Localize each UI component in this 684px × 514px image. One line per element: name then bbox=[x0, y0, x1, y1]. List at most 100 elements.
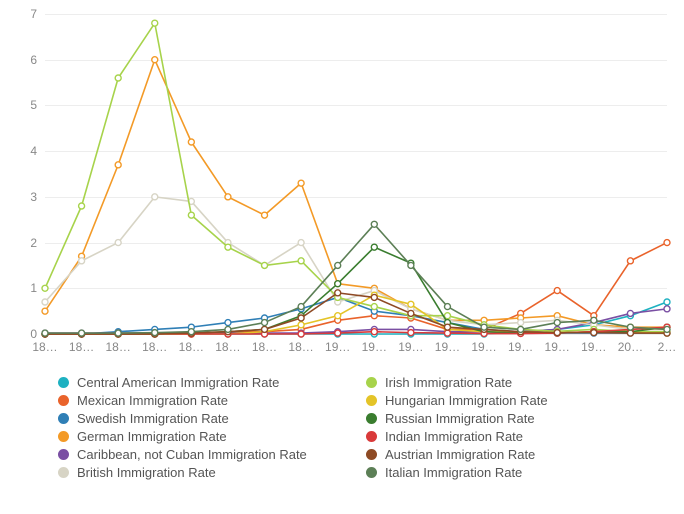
legend-label: Indian Immigration Rate bbox=[385, 429, 523, 444]
series-marker bbox=[408, 301, 414, 307]
series-marker bbox=[188, 329, 194, 335]
x-axis-label: 19… bbox=[545, 334, 570, 354]
series-marker bbox=[554, 288, 560, 294]
series-marker bbox=[262, 320, 268, 326]
series-marker bbox=[42, 299, 48, 305]
series-marker bbox=[152, 330, 158, 336]
y-axis-label: 7 bbox=[30, 7, 45, 21]
legend-item[interactable]: Swedish Immigration Rate bbox=[58, 411, 366, 426]
series-marker bbox=[225, 244, 231, 250]
legend-item[interactable]: Russian Immigration Rate bbox=[366, 411, 674, 426]
series-marker bbox=[335, 290, 341, 296]
series-marker bbox=[335, 281, 341, 287]
y-axis-label: 6 bbox=[30, 53, 45, 67]
series-marker bbox=[371, 329, 377, 335]
x-axis-label: 2… bbox=[658, 334, 677, 354]
legend-item[interactable]: Indian Immigration Rate bbox=[366, 429, 674, 444]
series-marker bbox=[664, 326, 670, 332]
x-axis-label: 19… bbox=[581, 334, 606, 354]
legend-item[interactable]: Central American Immigration Rate bbox=[58, 375, 366, 390]
series-marker bbox=[79, 203, 85, 209]
y-axis-label: 2 bbox=[30, 236, 45, 250]
series-marker bbox=[188, 212, 194, 218]
series-marker bbox=[408, 310, 414, 316]
series-marker bbox=[152, 20, 158, 26]
y-axis-label: 5 bbox=[30, 98, 45, 112]
legend-label: German Immigration Rate bbox=[77, 429, 227, 444]
series-marker bbox=[298, 315, 304, 321]
series-marker bbox=[298, 331, 304, 337]
plot-area: 0123456718…18…18…18…18…18…18…18…19…19…19… bbox=[45, 14, 667, 334]
legend-item[interactable]: Hungarian Immigration Rate bbox=[366, 393, 674, 408]
y-axis-label: 4 bbox=[30, 144, 45, 158]
series-marker bbox=[335, 330, 341, 336]
legend-swatch bbox=[366, 395, 377, 406]
series-marker bbox=[444, 330, 450, 336]
series-line bbox=[45, 197, 667, 330]
series-marker bbox=[152, 57, 158, 63]
legend-label: British Immigration Rate bbox=[77, 465, 216, 480]
series-marker bbox=[335, 313, 341, 319]
legend-swatch bbox=[366, 449, 377, 460]
series-marker bbox=[115, 75, 121, 81]
series-line bbox=[45, 60, 667, 327]
legend-item[interactable]: Caribbean, not Cuban Immigration Rate bbox=[58, 447, 366, 462]
legend-swatch bbox=[58, 449, 69, 460]
legend-label: Italian Immigration Rate bbox=[385, 465, 522, 480]
legend-swatch bbox=[366, 413, 377, 424]
legend-swatch bbox=[58, 431, 69, 442]
series-marker bbox=[627, 258, 633, 264]
legend-label: Russian Immigration Rate bbox=[385, 411, 535, 426]
series-marker bbox=[408, 262, 414, 268]
series-line bbox=[45, 297, 667, 334]
series-marker bbox=[444, 324, 450, 330]
series-marker bbox=[79, 330, 85, 336]
series-marker bbox=[298, 304, 304, 310]
legend-item[interactable]: British Immigration Rate bbox=[58, 465, 366, 480]
legend: Central American Immigration Rate Mexican… bbox=[0, 362, 684, 493]
series-marker bbox=[42, 308, 48, 314]
legend-label: Caribbean, not Cuban Immigration Rate bbox=[77, 447, 307, 462]
series-marker bbox=[115, 240, 121, 246]
legend-swatch bbox=[366, 431, 377, 442]
series-marker bbox=[262, 326, 268, 332]
series-marker bbox=[444, 304, 450, 310]
series-marker bbox=[115, 162, 121, 168]
immigration-rate-chart: 0123456718…18…18…18…18…18…18…18…19…19…19… bbox=[0, 0, 684, 514]
series-marker bbox=[627, 310, 633, 316]
legend-swatch bbox=[58, 395, 69, 406]
series-marker bbox=[371, 294, 377, 300]
legend-label: Mexican Immigration Rate bbox=[77, 393, 228, 408]
x-axis-label: 20… bbox=[618, 334, 643, 354]
legend-swatch bbox=[58, 467, 69, 478]
series-marker bbox=[225, 194, 231, 200]
series-marker bbox=[152, 194, 158, 200]
series-marker bbox=[664, 240, 670, 246]
series-marker bbox=[627, 324, 633, 330]
series-marker bbox=[371, 304, 377, 310]
series-marker bbox=[554, 330, 560, 336]
legend-label: Central American Immigration Rate bbox=[77, 375, 279, 390]
legend-item[interactable]: Mexican Immigration Rate bbox=[58, 393, 366, 408]
series-marker bbox=[225, 320, 231, 326]
legend-item[interactable]: German Immigration Rate bbox=[58, 429, 366, 444]
legend-label: Irish Immigration Rate bbox=[385, 375, 512, 390]
series-marker bbox=[664, 306, 670, 312]
series-marker bbox=[225, 326, 231, 332]
series-marker bbox=[42, 285, 48, 291]
legend-item[interactable]: Austrian Immigration Rate bbox=[366, 447, 674, 462]
legend-swatch bbox=[366, 467, 377, 478]
series-marker bbox=[591, 330, 597, 336]
legend-item[interactable]: Irish Immigration Rate bbox=[366, 375, 674, 390]
series-marker bbox=[591, 317, 597, 323]
legend-swatch bbox=[58, 377, 69, 388]
y-axis-label: 3 bbox=[30, 190, 45, 204]
legend-swatch bbox=[366, 377, 377, 388]
chart-lines bbox=[45, 14, 667, 334]
series-line bbox=[45, 224, 667, 333]
series-marker bbox=[408, 330, 414, 336]
series-marker bbox=[42, 330, 48, 336]
series-marker bbox=[518, 326, 524, 332]
series-marker bbox=[371, 244, 377, 250]
legend-item[interactable]: Italian Immigration Rate bbox=[366, 465, 674, 480]
